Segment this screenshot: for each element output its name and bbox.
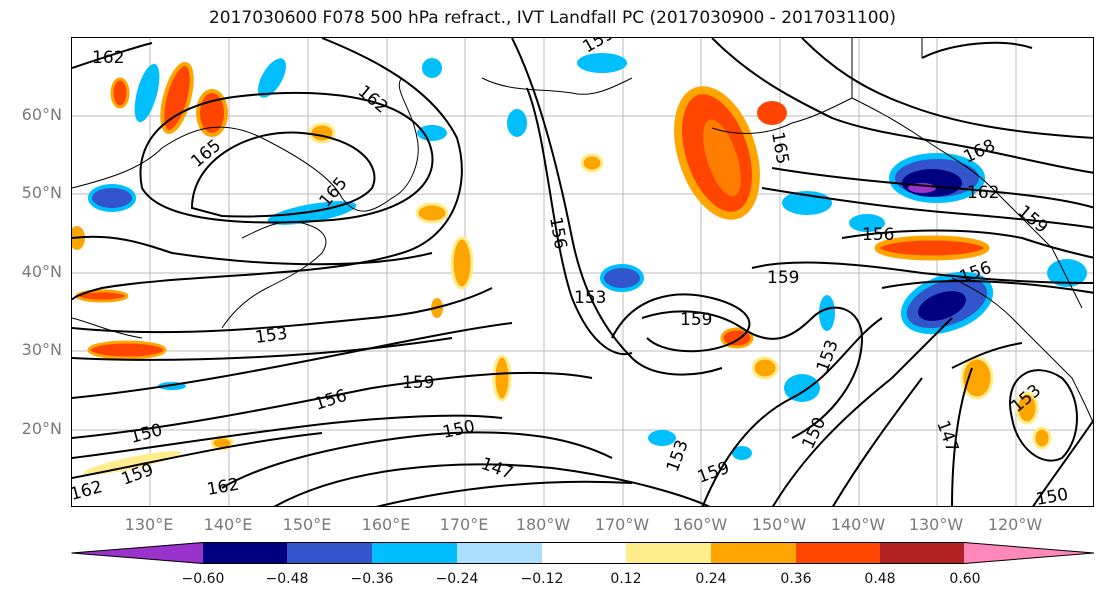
contour-label: 156 (312, 386, 349, 415)
contour-label: 156 (545, 215, 570, 250)
colorbar-swatch (796, 542, 881, 564)
lon-label: 170°W (594, 515, 650, 534)
contour-label: 150 (441, 417, 477, 443)
colorbar-swatch (880, 542, 965, 564)
contour-label: 159 (1014, 202, 1052, 238)
contour-label: 165 (187, 136, 225, 172)
contour-label: 162 (92, 48, 124, 68)
colorbar-tick: −0.48 (265, 571, 309, 587)
contour-label: 165 (767, 130, 792, 165)
lon-label: 180°W (515, 515, 571, 534)
colorbar-tick: 0.60 (949, 571, 981, 587)
contour-label: 150 (798, 414, 830, 452)
colorbar-swatch (711, 542, 797, 564)
contour-label: 162 (354, 82, 392, 118)
colorbar-swatch (372, 542, 458, 564)
colorbar-swatch (457, 542, 543, 564)
colorbar-swatch (964, 542, 1094, 564)
colorbar-swatch (626, 542, 712, 564)
contour-label: 159 (767, 268, 799, 288)
colorbar-swatches (71, 542, 1095, 564)
lat-label: 20°N (21, 419, 62, 438)
colorbar-tick: −0.36 (350, 571, 394, 587)
lon-label: 160°E (361, 515, 411, 534)
contour-label: 162 (72, 477, 105, 505)
lon-label: 130°E (124, 515, 174, 534)
colorbar-swatch (71, 542, 203, 564)
contour-label: 153 (574, 288, 606, 308)
contour-label: 147 (478, 454, 515, 484)
colorbar-tick: −0.24 (435, 571, 479, 587)
contour-label: 162 (967, 183, 999, 203)
contour-label: 168 (961, 136, 999, 168)
colorbar-swatch (287, 542, 373, 564)
contour-label: 150 (128, 420, 165, 448)
lon-label: 160°W (672, 515, 728, 534)
coastlines (72, 38, 1093, 424)
contour-label: 159 (680, 310, 712, 330)
refractivity-contours (72, 38, 1093, 506)
lon-label: 140°E (203, 515, 253, 534)
contour-label: 162 (205, 475, 240, 500)
colorbar-swatch (203, 542, 288, 564)
lat-label: 40°N (21, 262, 62, 281)
contour-label: 150 (1034, 485, 1069, 507)
lon-label: 120°W (987, 515, 1043, 534)
colorbar-tick: −0.60 (181, 571, 225, 587)
shaded-refractivity (72, 53, 1087, 475)
colorbar-tick: 0.24 (695, 571, 727, 587)
lat-label: 50°N (21, 183, 62, 202)
colorbar-tick: 0.36 (780, 571, 812, 587)
map-title: 2017030600 F078 500 hPa refract., IVT La… (208, 8, 896, 28)
colorbar-swatch (542, 542, 627, 564)
lon-label: 150°W (751, 515, 807, 534)
contour-label: 156 (862, 225, 894, 245)
contour-label: 159 (402, 373, 434, 393)
lat-label: 30°N (21, 340, 62, 359)
lat-label: 60°N (21, 105, 62, 124)
lon-label: 130°W (908, 515, 964, 534)
colorbar-tick: 0.48 (864, 571, 896, 587)
colorbar-outline (71, 542, 1095, 564)
map-panel: 162 165 162 159 165 156 153 159 159 153 … (71, 37, 1094, 507)
contour-label: 153 (813, 337, 843, 374)
lon-label: 170°E (439, 515, 489, 534)
colorbar (71, 542, 1095, 568)
lon-label: 140°W (830, 515, 886, 534)
colorbar-tick: −0.12 (520, 571, 564, 587)
lon-label: 150°E (282, 515, 332, 534)
colorbar-tick: 0.12 (610, 571, 642, 587)
map-canvas: 162 165 162 159 165 156 153 159 159 153 … (72, 38, 1093, 507)
graticule (72, 38, 1093, 506)
contour-label: 159 (695, 458, 732, 488)
contour-label: 153 (254, 324, 289, 348)
